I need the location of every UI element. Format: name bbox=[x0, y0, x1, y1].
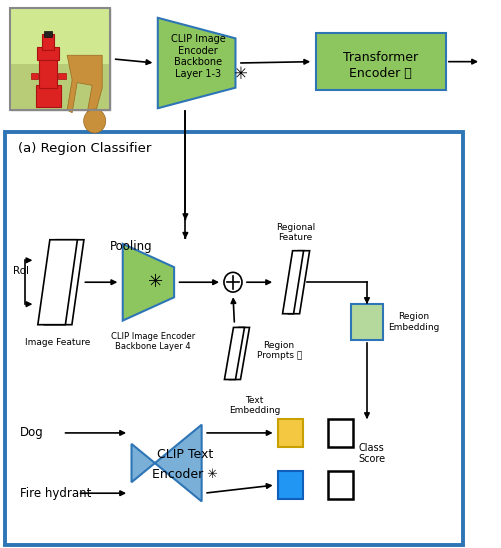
Text: Encoder 🔥: Encoder 🔥 bbox=[349, 67, 412, 80]
FancyBboxPatch shape bbox=[42, 34, 54, 50]
FancyBboxPatch shape bbox=[10, 8, 110, 64]
FancyBboxPatch shape bbox=[351, 304, 383, 340]
FancyBboxPatch shape bbox=[5, 132, 463, 545]
FancyBboxPatch shape bbox=[328, 471, 353, 499]
FancyBboxPatch shape bbox=[328, 419, 353, 447]
Circle shape bbox=[224, 272, 242, 292]
Polygon shape bbox=[45, 240, 84, 324]
Text: CLIP Text: CLIP Text bbox=[157, 448, 213, 461]
Polygon shape bbox=[67, 55, 102, 116]
Text: RoI: RoI bbox=[13, 266, 29, 276]
FancyBboxPatch shape bbox=[31, 73, 38, 79]
Text: Region
Embedding: Region Embedding bbox=[388, 312, 440, 332]
Text: CLIP Image Encoder
Backbone Layer 4: CLIP Image Encoder Backbone Layer 4 bbox=[111, 332, 195, 351]
Text: Image Feature: Image Feature bbox=[25, 339, 90, 347]
FancyBboxPatch shape bbox=[10, 64, 110, 110]
FancyBboxPatch shape bbox=[44, 31, 52, 37]
Text: CLIP Image
Encoder
Backbone
Layer 1-3: CLIP Image Encoder Backbone Layer 1-3 bbox=[170, 34, 225, 79]
Circle shape bbox=[84, 109, 106, 133]
Text: ✳: ✳ bbox=[233, 65, 247, 83]
Polygon shape bbox=[283, 251, 304, 313]
FancyBboxPatch shape bbox=[36, 85, 61, 107]
Polygon shape bbox=[289, 251, 310, 313]
Text: Text
Embedding: Text Embedding bbox=[229, 396, 280, 415]
Polygon shape bbox=[158, 18, 235, 109]
FancyBboxPatch shape bbox=[37, 47, 59, 60]
Text: Pooling: Pooling bbox=[110, 240, 153, 253]
Text: Transformer: Transformer bbox=[343, 51, 418, 64]
FancyBboxPatch shape bbox=[39, 55, 57, 88]
FancyBboxPatch shape bbox=[10, 8, 110, 110]
Polygon shape bbox=[131, 425, 201, 501]
Polygon shape bbox=[229, 328, 249, 379]
FancyBboxPatch shape bbox=[278, 419, 303, 447]
Text: ✳: ✳ bbox=[148, 273, 163, 291]
Text: Regional
Feature: Regional Feature bbox=[276, 223, 315, 242]
Text: Encoder ✳: Encoder ✳ bbox=[152, 467, 218, 481]
FancyBboxPatch shape bbox=[58, 73, 66, 79]
Polygon shape bbox=[123, 244, 174, 321]
Text: (a) Region Classifier: (a) Region Classifier bbox=[18, 142, 151, 156]
Polygon shape bbox=[38, 240, 78, 324]
Text: Dog: Dog bbox=[20, 426, 44, 439]
Polygon shape bbox=[224, 328, 244, 379]
Text: Class
Score: Class Score bbox=[358, 443, 385, 464]
FancyBboxPatch shape bbox=[278, 471, 303, 499]
Text: Fire hydrant: Fire hydrant bbox=[20, 487, 91, 500]
Text: Region
Prompts 🔥: Region Prompts 🔥 bbox=[257, 341, 302, 361]
FancyBboxPatch shape bbox=[316, 33, 446, 90]
